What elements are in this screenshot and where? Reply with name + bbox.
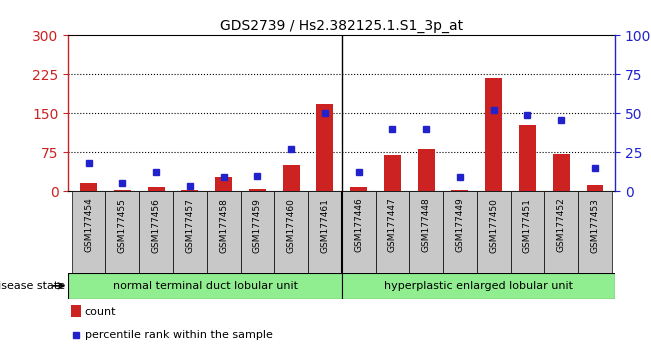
Bar	[240, 191, 274, 273]
Text: GSM177450: GSM177450	[489, 198, 498, 252]
Bar	[485, 78, 502, 191]
Text: GSM177456: GSM177456	[152, 198, 161, 252]
Bar	[384, 155, 401, 191]
Text: GSM177457: GSM177457	[186, 198, 195, 252]
Text: percentile rank within the sample: percentile rank within the sample	[85, 330, 273, 340]
Text: normal terminal duct lobular unit: normal terminal duct lobular unit	[113, 281, 298, 291]
Bar	[71, 306, 81, 317]
Bar	[139, 191, 173, 273]
Text: GSM177448: GSM177448	[422, 198, 431, 252]
Bar	[114, 190, 131, 191]
Bar	[510, 191, 544, 273]
Text: GSM177447: GSM177447	[388, 198, 397, 252]
Bar	[173, 191, 207, 273]
Bar	[105, 191, 139, 273]
Text: GSM177446: GSM177446	[354, 198, 363, 252]
Bar	[578, 191, 612, 273]
Bar	[342, 191, 376, 273]
Text: GSM177460: GSM177460	[286, 198, 296, 252]
Bar	[316, 104, 333, 191]
Bar	[207, 191, 240, 273]
Text: GSM177461: GSM177461	[320, 198, 329, 252]
Bar	[72, 191, 105, 273]
Text: disease state: disease state	[0, 281, 65, 291]
Title: GDS2739 / Hs2.382125.1.S1_3p_at: GDS2739 / Hs2.382125.1.S1_3p_at	[220, 19, 464, 33]
Text: hyperplastic enlarged lobular unit: hyperplastic enlarged lobular unit	[384, 281, 573, 291]
Bar	[249, 189, 266, 191]
Bar	[443, 191, 477, 273]
Bar	[215, 177, 232, 191]
Text: GSM177449: GSM177449	[456, 198, 464, 252]
Bar	[342, 273, 615, 299]
Bar	[274, 191, 308, 273]
Bar	[452, 190, 468, 191]
Bar	[68, 273, 342, 299]
Text: GSM177453: GSM177453	[590, 198, 600, 252]
Bar	[544, 191, 578, 273]
Bar	[308, 191, 342, 273]
Bar	[283, 165, 299, 191]
Bar	[350, 187, 367, 191]
Text: GSM177451: GSM177451	[523, 198, 532, 252]
Bar	[409, 191, 443, 273]
Text: count: count	[85, 307, 117, 316]
Bar	[80, 183, 97, 191]
Bar	[376, 191, 409, 273]
Bar	[148, 187, 165, 191]
Text: GSM177455: GSM177455	[118, 198, 127, 252]
Bar	[587, 185, 603, 191]
Text: GSM177454: GSM177454	[84, 198, 93, 252]
Bar	[477, 191, 510, 273]
Text: GSM177459: GSM177459	[253, 198, 262, 252]
Text: GSM177458: GSM177458	[219, 198, 228, 252]
Bar	[519, 125, 536, 191]
Bar	[418, 149, 435, 191]
Bar	[182, 190, 199, 191]
Bar	[553, 154, 570, 191]
Text: GSM177452: GSM177452	[557, 198, 566, 252]
